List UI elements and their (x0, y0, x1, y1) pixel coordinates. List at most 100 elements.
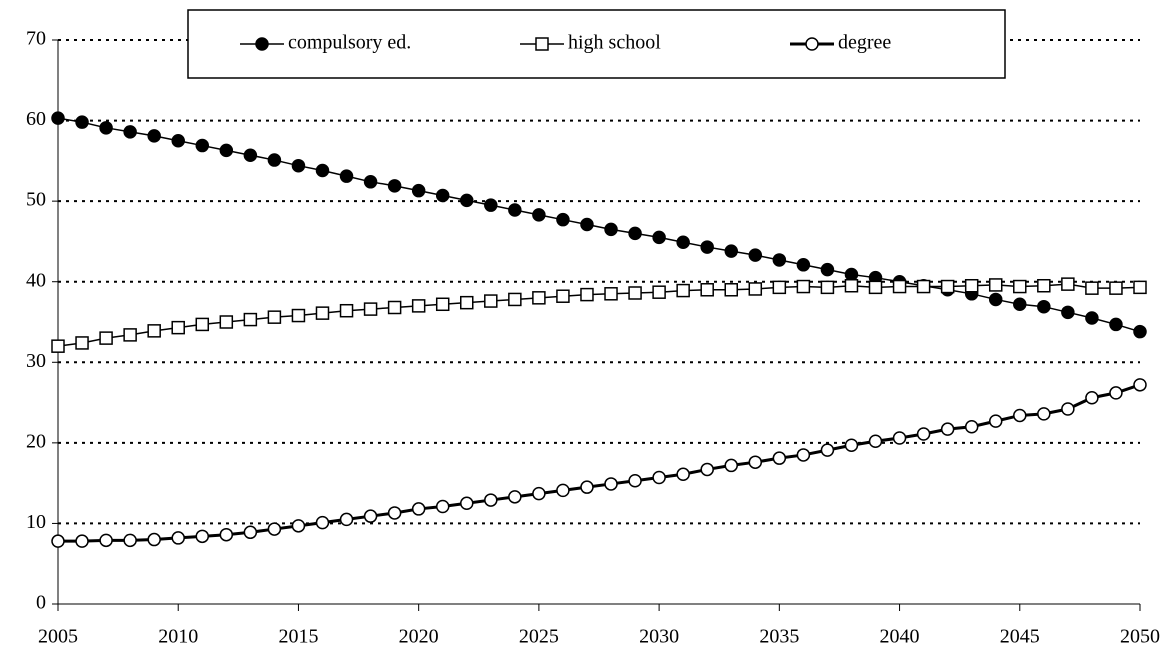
marker (411, 183, 426, 198)
marker (676, 467, 690, 482)
y-tick-label: 60 (26, 108, 46, 130)
y-tick-label: 50 (26, 189, 46, 211)
marker (1037, 299, 1051, 314)
y-tick-label: 20 (26, 430, 46, 452)
marker (1013, 279, 1027, 294)
x-tick-label: 2010 (158, 626, 198, 648)
marker (868, 434, 883, 448)
marker (51, 339, 65, 353)
marker (267, 153, 282, 167)
marker (508, 203, 522, 217)
marker (844, 267, 859, 282)
marker (940, 422, 955, 436)
marker (580, 217, 594, 232)
x-tick-label: 2005 (38, 626, 78, 648)
marker (51, 534, 65, 548)
marker (1109, 386, 1123, 400)
marker (363, 509, 378, 523)
marker (267, 310, 282, 324)
marker (604, 477, 618, 491)
marker (796, 279, 811, 294)
marker (435, 188, 450, 203)
marker (700, 240, 714, 254)
marker (460, 295, 474, 310)
series-line (57, 117, 1141, 333)
legend-box (187, 9, 1006, 79)
marker (291, 519, 306, 533)
marker (339, 169, 354, 183)
marker (652, 470, 666, 485)
marker (219, 143, 234, 158)
marker (556, 483, 570, 498)
marker (1061, 277, 1075, 291)
marker (484, 198, 498, 212)
marker (964, 419, 979, 434)
marker (652, 285, 666, 299)
marker (75, 115, 89, 129)
marker (580, 287, 594, 302)
marker (387, 300, 402, 315)
y-tick-label: 40 (26, 269, 46, 291)
marker (1061, 305, 1075, 320)
marker (772, 280, 787, 295)
marker (363, 175, 378, 189)
marker (748, 282, 763, 296)
marker (51, 111, 65, 125)
legend-label: compulsory ed. (288, 32, 411, 54)
marker (988, 292, 1003, 307)
marker (892, 279, 907, 294)
marker (387, 506, 402, 520)
marker (556, 289, 570, 303)
marker (916, 279, 931, 294)
legend-marker (255, 37, 269, 51)
marker (1133, 324, 1147, 339)
marker (1037, 407, 1051, 421)
marker (676, 283, 690, 298)
x-tick-label: 2035 (759, 626, 799, 648)
legend-label: degree (838, 32, 891, 54)
marker (988, 414, 1003, 428)
marker (1085, 390, 1099, 405)
marker (1109, 317, 1123, 332)
marker (628, 473, 642, 488)
marker (411, 299, 426, 313)
marker (123, 328, 137, 342)
marker (1085, 311, 1099, 325)
marker (772, 253, 787, 267)
marker (796, 448, 811, 462)
marker (484, 294, 498, 308)
marker (339, 303, 354, 318)
marker (123, 125, 137, 139)
marker (580, 480, 594, 494)
x-tick-label: 2025 (519, 626, 559, 648)
y-tick-label: 70 (26, 28, 46, 50)
marker (1133, 378, 1147, 392)
marker (556, 212, 570, 227)
marker (532, 291, 546, 305)
legend-label: high school (568, 32, 661, 54)
y-tick-label: 10 (26, 511, 46, 533)
marker (532, 486, 546, 501)
legend-marker (535, 37, 549, 51)
marker (315, 163, 330, 178)
marker (796, 258, 811, 272)
marker (243, 148, 258, 162)
marker (820, 280, 835, 295)
marker (652, 230, 666, 245)
marker (700, 462, 714, 477)
marker (1109, 281, 1123, 295)
y-tick-label: 30 (26, 350, 46, 372)
marker (147, 324, 161, 338)
series-line (58, 383, 1141, 543)
marker (147, 129, 161, 143)
marker (892, 431, 907, 445)
marker (916, 427, 931, 441)
marker (628, 286, 642, 300)
marker (387, 179, 402, 193)
x-tick-label: 2030 (639, 626, 679, 648)
marker (628, 226, 642, 241)
marker (964, 278, 979, 293)
marker (724, 244, 738, 258)
marker (604, 222, 618, 237)
